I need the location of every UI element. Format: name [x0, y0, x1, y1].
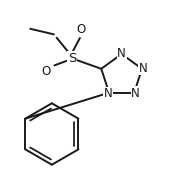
Text: S: S — [68, 52, 77, 65]
Text: O: O — [77, 23, 86, 36]
Text: N: N — [139, 61, 148, 74]
Text: N: N — [131, 87, 140, 100]
Text: N: N — [103, 87, 112, 100]
Text: O: O — [41, 64, 50, 77]
Text: N: N — [117, 47, 126, 60]
